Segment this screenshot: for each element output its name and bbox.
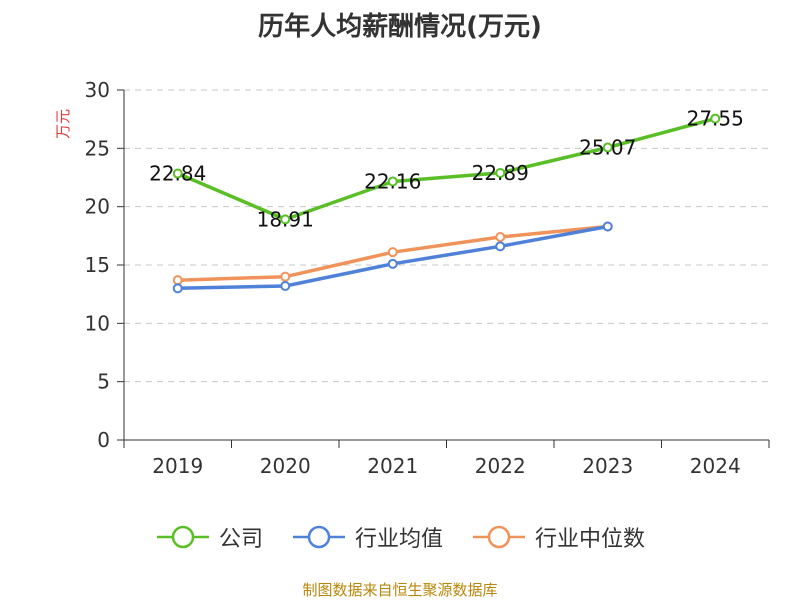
x-tick-label: 2022 bbox=[475, 454, 526, 478]
y-axis-title: 万元 bbox=[54, 109, 72, 139]
data-label: 25.07 bbox=[579, 136, 636, 160]
data-point bbox=[495, 167, 506, 178]
data-point bbox=[602, 142, 613, 153]
data-point bbox=[172, 283, 183, 294]
data-point bbox=[495, 241, 506, 252]
x-tick-label: 2024 bbox=[690, 454, 741, 478]
x-tick-label: 2023 bbox=[582, 454, 633, 478]
data-label: 22.84 bbox=[149, 162, 206, 186]
data-point bbox=[495, 232, 506, 242]
legend-item[interactable]: 行业中位数 bbox=[471, 521, 645, 553]
data-point bbox=[387, 247, 398, 258]
legend-label: 公司 bbox=[218, 527, 263, 552]
data-point bbox=[172, 168, 183, 179]
data-point bbox=[280, 281, 291, 291]
chart-title: 历年人均薪酬情况(万元) bbox=[258, 12, 542, 42]
data-point bbox=[602, 221, 613, 232]
data-point bbox=[280, 271, 291, 282]
data-label: 18.91 bbox=[257, 207, 314, 231]
y-tick-label: 5 bbox=[97, 370, 110, 394]
data-label: 27.55 bbox=[687, 107, 744, 131]
data-point bbox=[387, 176, 398, 187]
y-tick-label: 15 bbox=[85, 253, 110, 277]
legend-item[interactable]: 行业均值 bbox=[291, 521, 443, 553]
legend-line-marker-icon bbox=[292, 525, 345, 549]
data-point bbox=[710, 113, 721, 124]
y-tick-label: 10 bbox=[85, 311, 110, 335]
source-note: 制图数据来自恒生聚源数据库 bbox=[302, 581, 498, 599]
x-tick-label: 2020 bbox=[260, 454, 311, 478]
y-tick-label: 25 bbox=[85, 136, 110, 160]
legend-label: 行业均值 bbox=[354, 527, 443, 552]
data-label: 22.89 bbox=[472, 161, 529, 185]
x-tick-label: 2019 bbox=[152, 454, 203, 478]
data-point bbox=[387, 258, 398, 269]
legend-item[interactable]: 公司 bbox=[155, 521, 263, 553]
y-tick-label: 0 bbox=[97, 428, 110, 452]
legend-label: 行业中位数 bbox=[535, 527, 646, 552]
legend: 公司 行业均值 行业中位数 bbox=[0, 520, 800, 554]
legend-line-marker-icon bbox=[473, 525, 525, 549]
legend-line-marker-icon bbox=[156, 525, 209, 549]
series-line-company bbox=[177, 116, 716, 222]
x-tick-label: 2021 bbox=[367, 454, 418, 478]
y-tick-label: 30 bbox=[85, 78, 110, 102]
data-label: 22.16 bbox=[364, 169, 421, 193]
data-point bbox=[280, 214, 291, 225]
y-tick-label: 20 bbox=[85, 195, 110, 219]
data-point bbox=[172, 275, 183, 286]
